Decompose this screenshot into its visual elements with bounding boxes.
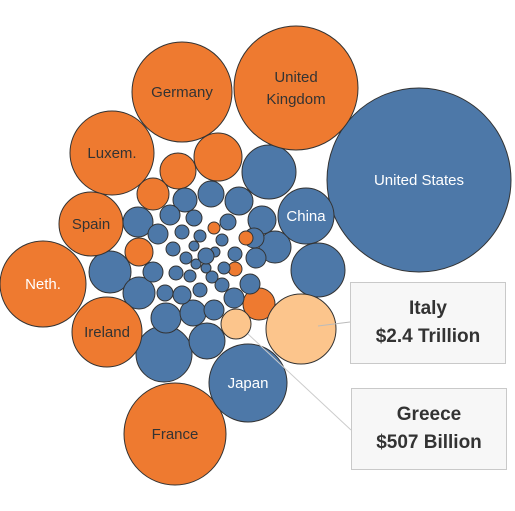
bubble[interactable] xyxy=(215,233,229,247)
bubble[interactable] xyxy=(156,284,174,302)
bubble-united-kingdom[interactable] xyxy=(233,25,359,151)
bubble[interactable] xyxy=(88,250,132,294)
bubble-italy[interactable] xyxy=(265,293,337,365)
bubble-united-states[interactable] xyxy=(326,87,512,273)
bubble[interactable] xyxy=(136,177,170,211)
bubble-ireland[interactable] xyxy=(71,296,143,368)
bubble[interactable] xyxy=(205,270,219,284)
label-spain: Spain xyxy=(72,216,110,233)
bubble-spain[interactable] xyxy=(58,191,124,257)
bubble[interactable] xyxy=(197,180,225,208)
bubble[interactable] xyxy=(190,258,202,270)
bubble[interactable] xyxy=(192,282,208,298)
label-germany: Germany xyxy=(151,84,213,101)
bubble[interactable] xyxy=(159,204,181,226)
bubble[interactable] xyxy=(238,230,254,246)
greece-callout-country: Greece xyxy=(396,404,462,425)
italy-leader-line xyxy=(317,321,351,327)
bubble-japan[interactable] xyxy=(208,343,288,423)
bubble-neth[interactable] xyxy=(0,240,87,328)
bubble[interactable] xyxy=(172,285,192,305)
bubble[interactable] xyxy=(135,325,193,383)
bubble-greece[interactable] xyxy=(220,308,252,340)
bubble[interactable] xyxy=(241,144,297,200)
bubble[interactable] xyxy=(159,152,197,190)
bubble[interactable] xyxy=(193,132,243,182)
bubble[interactable] xyxy=(197,247,215,265)
bubble[interactable] xyxy=(219,213,237,231)
bubble[interactable] xyxy=(168,265,184,281)
bubble-germany[interactable] xyxy=(131,41,233,143)
unlabeled-bubbles xyxy=(88,132,346,383)
bubble[interactable] xyxy=(227,246,243,262)
bubble[interactable] xyxy=(193,229,207,243)
label-neth: Neth. xyxy=(25,276,61,293)
bubble[interactable] xyxy=(207,221,221,235)
bubble[interactable] xyxy=(185,209,203,227)
bubble[interactable] xyxy=(147,223,169,245)
bubble-china[interactable] xyxy=(277,187,335,245)
bubble-france[interactable] xyxy=(123,382,227,486)
bubble[interactable] xyxy=(223,287,245,309)
bubble[interactable] xyxy=(150,302,182,334)
bubble[interactable] xyxy=(165,241,181,257)
bubble[interactable] xyxy=(122,276,156,310)
bubble[interactable] xyxy=(188,322,226,360)
bubble[interactable] xyxy=(183,269,197,283)
bubble[interactable] xyxy=(245,247,267,269)
bubble-labels: United States United Kingdom Germany France J… xyxy=(25,69,464,443)
greece-callout: Greece $507 Billion xyxy=(351,388,507,470)
bubble[interactable] xyxy=(214,277,230,293)
greece-leader-line xyxy=(247,333,352,431)
bubble[interactable] xyxy=(188,240,200,252)
bubble[interactable] xyxy=(179,251,193,265)
bubble[interactable] xyxy=(290,242,346,298)
label-japan: Japan xyxy=(228,375,269,392)
bubble[interactable] xyxy=(124,237,154,267)
bubble-luxem[interactable] xyxy=(69,110,155,196)
bubble[interactable] xyxy=(217,261,231,275)
label-united-states: United States xyxy=(374,172,464,189)
italy-callout: Italy $2.4 Trillion xyxy=(350,282,506,364)
label-luxem: Luxem. xyxy=(87,145,136,162)
italy-callout-value: $2.4 Trillion xyxy=(375,326,481,347)
bubble[interactable] xyxy=(203,299,225,321)
bubble[interactable] xyxy=(174,224,190,240)
greece-callout-value: $507 Billion xyxy=(376,432,482,453)
label-ireland: Ireland xyxy=(84,324,130,341)
bubble[interactable] xyxy=(172,187,198,213)
label-china: China xyxy=(286,208,326,225)
labeled-bubbles xyxy=(0,25,512,486)
callout-leader-lines xyxy=(247,321,352,431)
bubble[interactable] xyxy=(224,186,254,216)
bubble[interactable] xyxy=(142,261,164,283)
label-united-kingdom: United Kingdom xyxy=(266,69,325,108)
label-france: France xyxy=(152,426,199,443)
italy-callout-country: Italy xyxy=(408,298,448,319)
bubble[interactable] xyxy=(239,273,261,295)
